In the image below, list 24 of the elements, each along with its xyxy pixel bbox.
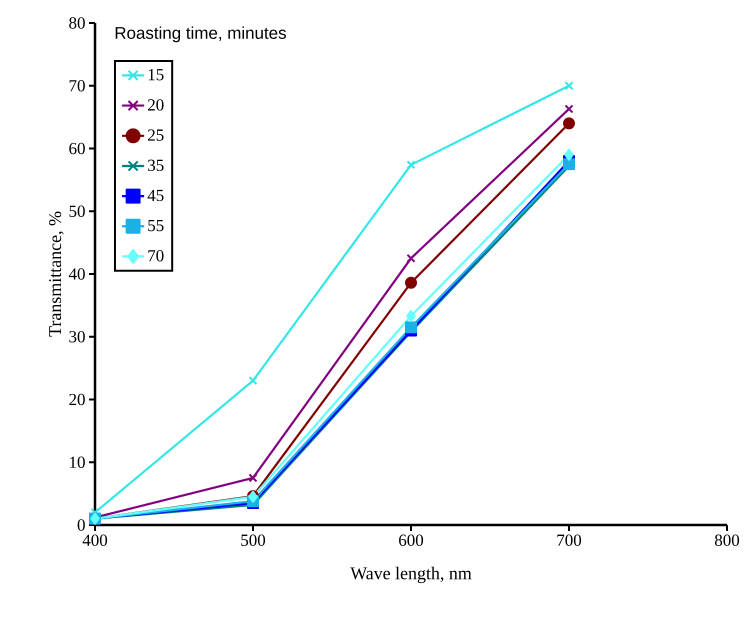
legend-label: 45: [148, 190, 164, 202]
legend-label: 55: [148, 220, 164, 232]
x-tick-label: 600: [399, 534, 424, 546]
legend-label: 25: [148, 129, 164, 141]
x-axis-title: Wave length, nm: [350, 566, 472, 584]
y-tick-label: 0: [78, 519, 85, 531]
y-tick-label: 70: [70, 80, 85, 92]
x-tick-label: 800: [714, 534, 740, 546]
y-tick-label: 20: [69, 394, 85, 406]
y-tick-label: 40: [68, 268, 85, 280]
legend-label: 70: [148, 250, 164, 262]
x-tick-label: 500: [241, 534, 266, 546]
y-tick-label: 30: [69, 331, 85, 342]
y-tick-label: 10: [70, 456, 85, 468]
x-tick-label: 400: [82, 534, 108, 546]
y-tick-label: 50: [70, 206, 85, 217]
legend-label: 15: [148, 69, 164, 80]
legend-label: 20: [148, 99, 164, 111]
legend-title: Roasting time, minutes: [116, 26, 286, 42]
legend-label: 35: [148, 160, 164, 172]
x-tick-label: 700: [557, 534, 582, 546]
y-tick-label: 60: [69, 142, 85, 154]
y-axis-title: Transmittance, %: [49, 212, 64, 337]
y-tick-label: 80: [69, 17, 85, 29]
